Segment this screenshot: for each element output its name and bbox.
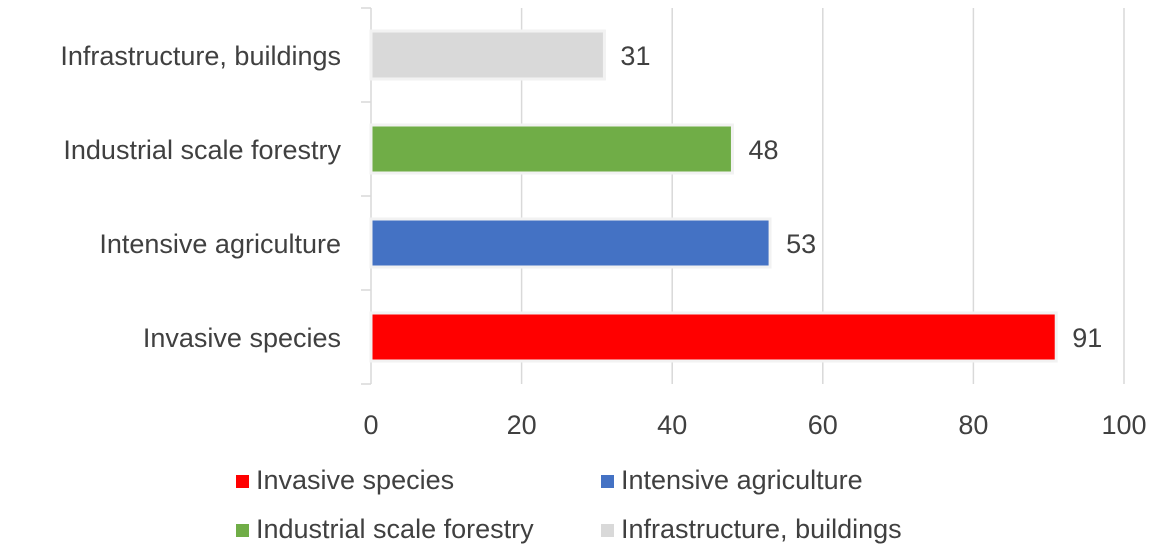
legend: Invasive species Intensive agriculture Ind… [236, 465, 902, 544]
x-tick-label: 0 [363, 410, 378, 440]
x-tick-label: 100 [1101, 410, 1146, 440]
x-tick-label: 80 [958, 410, 988, 440]
data-label: 31 [620, 41, 650, 71]
category-label: Industrial scale forestry [63, 135, 341, 165]
data-label: 91 [1072, 323, 1102, 353]
category-label: Infrastructure, buildings [60, 41, 341, 71]
bar-layer [369, 29, 1058, 363]
label-layer: Infrastructure, buildings 31 Industrial sc… [60, 41, 1102, 353]
data-label: 48 [748, 135, 778, 165]
legend-label: Intensive agriculture [621, 465, 863, 495]
bar [369, 311, 1058, 363]
legend-label: Invasive species [256, 465, 454, 495]
legend-label: Infrastructure, buildings [621, 514, 902, 544]
x-tick-label: 20 [507, 410, 537, 440]
legend-swatch [236, 475, 249, 488]
legend-swatch [236, 524, 249, 537]
x-tick-label: 60 [808, 410, 838, 440]
bar [369, 29, 606, 81]
x-tick-label: 40 [657, 410, 687, 440]
legend-label: Industrial scale forestry [256, 514, 534, 544]
legend-swatch [601, 524, 614, 537]
bar [369, 123, 734, 175]
legend-swatch [601, 475, 614, 488]
category-label: Intensive agriculture [99, 229, 341, 259]
category-label: Invasive species [143, 323, 341, 353]
data-label: 53 [786, 229, 816, 259]
bar [369, 217, 772, 269]
